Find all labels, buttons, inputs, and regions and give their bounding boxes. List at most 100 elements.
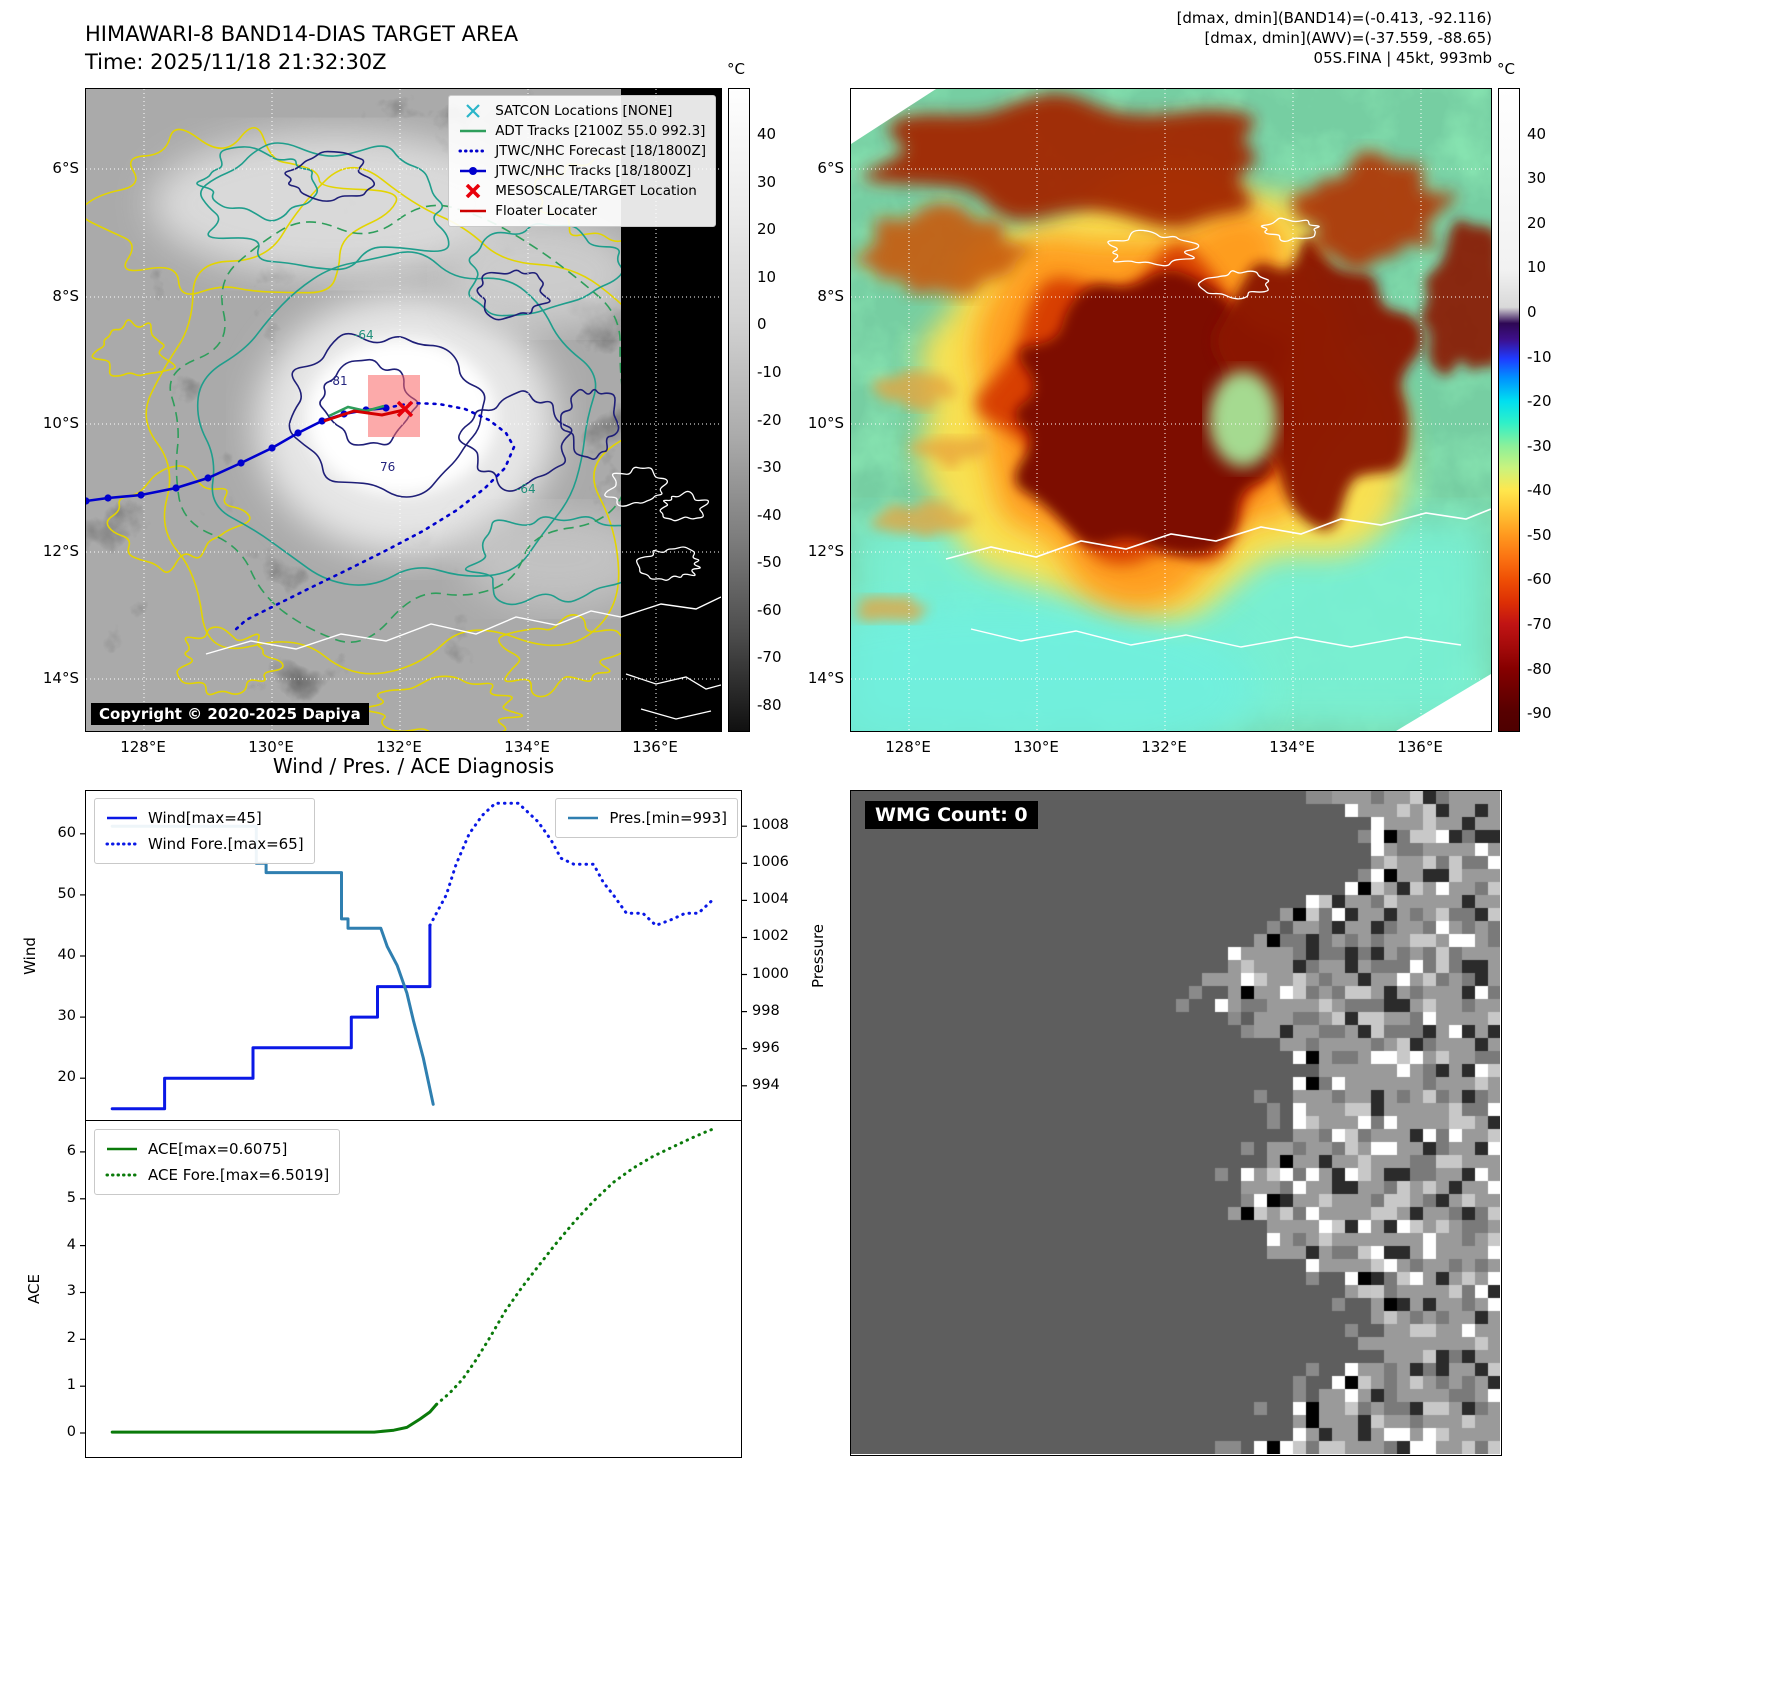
lat-tick-label: 12°S	[807, 542, 844, 560]
wind-tick-label: 60	[57, 824, 76, 841]
series-ace-observed	[110, 1403, 438, 1434]
jtwc-track-point	[104, 494, 112, 502]
jtwc-track-point	[294, 429, 302, 437]
lat-tick-label: 10°S	[807, 414, 844, 432]
jtwc-track-point	[268, 444, 276, 452]
legend-label: Floater Locater	[495, 203, 598, 219]
island-coastline	[604, 466, 668, 507]
legend-item: ACE[max=0.6075]	[105, 1136, 329, 1162]
colorbar-tick-label: -80	[1527, 659, 1552, 678]
legend-item: MESOSCALE/TARGET Location	[458, 181, 706, 201]
pressure-tick-label: 996	[752, 1039, 780, 1056]
colorbar-tick-label: -30	[1527, 436, 1552, 455]
wind-tick-label: 30	[57, 1008, 76, 1025]
legend-item: ADT Tracks [2100Z 55.0 992.3]	[458, 121, 706, 141]
colorbar-tick-label: -20	[757, 410, 782, 429]
coastline	[970, 628, 1462, 648]
ace-tick-label: 5	[66, 1189, 76, 1206]
pressure-legend: Pres.[min=993]	[555, 798, 738, 838]
jtwc-track-point	[137, 491, 145, 499]
colorbar-tick-label: -30	[757, 458, 782, 477]
legend-label: ACE[max=0.6075]	[148, 1140, 288, 1158]
contour-yellow	[362, 675, 524, 731]
ace-tick-label: 4	[66, 1236, 76, 1253]
legend-label: Wind Fore.[max=65]	[148, 835, 304, 853]
legend-marker-x-icon	[466, 104, 480, 118]
lon-tick-label: 136°E	[1397, 738, 1443, 756]
band14-map-legend: SATCON Locations [NONE] ADT Tracks [2100Z…	[448, 95, 716, 227]
colorbar-tick-label: 20	[757, 220, 777, 239]
island-coastline	[659, 490, 710, 522]
ace-plot	[80, 1127, 717, 1434]
lat-tick-label: 12°S	[42, 542, 79, 560]
colorbar-tick-label: 30	[757, 172, 777, 191]
storm-intensity-label: 05S.FINA | 45kt, 993mb	[1313, 49, 1492, 67]
band14-colorbar-unit-label: °C	[727, 60, 745, 78]
lon-tick-label: 130°E	[1013, 738, 1059, 756]
ace-tick-label: 0	[66, 1424, 76, 1441]
contour-value-label: -64	[354, 328, 374, 342]
lat-tick-label: 8°S	[52, 287, 79, 305]
swath-edge	[1396, 674, 1491, 731]
contour-navy	[288, 332, 486, 498]
ace-tick-label: 1	[66, 1377, 76, 1394]
legend-item: SATCON Locations [NONE]	[458, 101, 706, 121]
legend-item: ACE Fore.[max=6.5019]	[105, 1162, 329, 1188]
swath-edge	[851, 89, 936, 144]
cloud-band	[446, 219, 636, 329]
legend-label: ADT Tracks [2100Z 55.0 992.3]	[495, 123, 706, 139]
pressure-tick-label: 1006	[752, 854, 789, 871]
lat-tick-label: 14°S	[807, 669, 844, 687]
colorbar-tick-label: -70	[757, 648, 782, 667]
lon-tick-label: 134°E	[504, 738, 550, 756]
legend-label: SATCON Locations [NONE]	[495, 103, 673, 119]
wind-legend: Wind[max=45] Wind Fore.[max=65]	[94, 798, 315, 864]
ace-legend: ACE[max=0.6075] ACE Fore.[max=6.5019]	[94, 1129, 341, 1195]
legend-item: JTWC/NHC Forecast [18/1800Z]	[458, 141, 706, 161]
contour-value-label: -64	[516, 482, 536, 496]
pressure-tick-label: 1008	[752, 817, 789, 834]
series-wind-forecast	[428, 801, 713, 927]
cloud-band	[151, 132, 521, 276]
legend-label: MESOSCALE/TARGET Location	[495, 183, 697, 199]
awv-map-panel	[850, 88, 1492, 732]
band14-map-panel: -64 -81 76 -64 SATCON Locations [NONE] ADT T…	[85, 88, 722, 732]
legend-label: Pres.[min=993]	[609, 809, 727, 827]
coastline	[625, 673, 721, 720]
legend-marker-dotted-icon	[458, 149, 488, 153]
lon-tick-label: 132°E	[376, 738, 422, 756]
series-ace-forecast	[434, 1127, 717, 1406]
contour-teal	[199, 142, 450, 271]
contour-yellow	[91, 319, 176, 377]
lat-tick-label: 6°S	[52, 159, 79, 177]
cloud-wisp	[869, 499, 975, 538]
awv-colorbar-unit-label: °C	[1497, 60, 1515, 78]
island-coastline	[1197, 270, 1270, 300]
wind-tick-label: 40	[57, 947, 76, 963]
pressure-tick-label: 1004	[752, 891, 789, 908]
copyright-label: Copyright © 2020-2025 Dapiya	[91, 703, 369, 725]
lat-tick-label: 8°S	[817, 287, 844, 305]
legend-marker-line	[466, 104, 480, 118]
band14-title: HIMAWARI-8 BAND14-DIAS TARGET AREA	[85, 22, 519, 46]
legend-item: Wind Fore.[max=65]	[105, 831, 304, 857]
colorbar-tick-label: -50	[757, 553, 782, 572]
wmg-image	[851, 791, 1500, 1454]
series-wind-observed	[110, 923, 432, 1111]
cloud-band	[1290, 150, 1458, 271]
colorbar-tick-label: 0	[757, 315, 767, 334]
contour-navy	[284, 150, 376, 202]
cloud-band	[854, 202, 1036, 297]
legend-marker-X-icon	[465, 184, 481, 198]
legend-label: Wind[max=45]	[148, 809, 262, 827]
legend-marker-line-icon	[460, 209, 487, 213]
jtwc-track-point	[172, 484, 180, 492]
legend-marker-line-icon	[107, 1147, 137, 1151]
pressure-axis-label: Pressure	[809, 923, 827, 989]
colorbar-tick-label: -80	[757, 695, 782, 714]
colorbar-tick-label: 10	[1527, 258, 1547, 277]
wind-tick-label: 20	[57, 1069, 76, 1086]
colorbar-tick-label: -90	[1527, 704, 1552, 723]
legend-marker-dot	[469, 167, 478, 175]
colorbar-tick-label: 40	[1527, 124, 1547, 143]
